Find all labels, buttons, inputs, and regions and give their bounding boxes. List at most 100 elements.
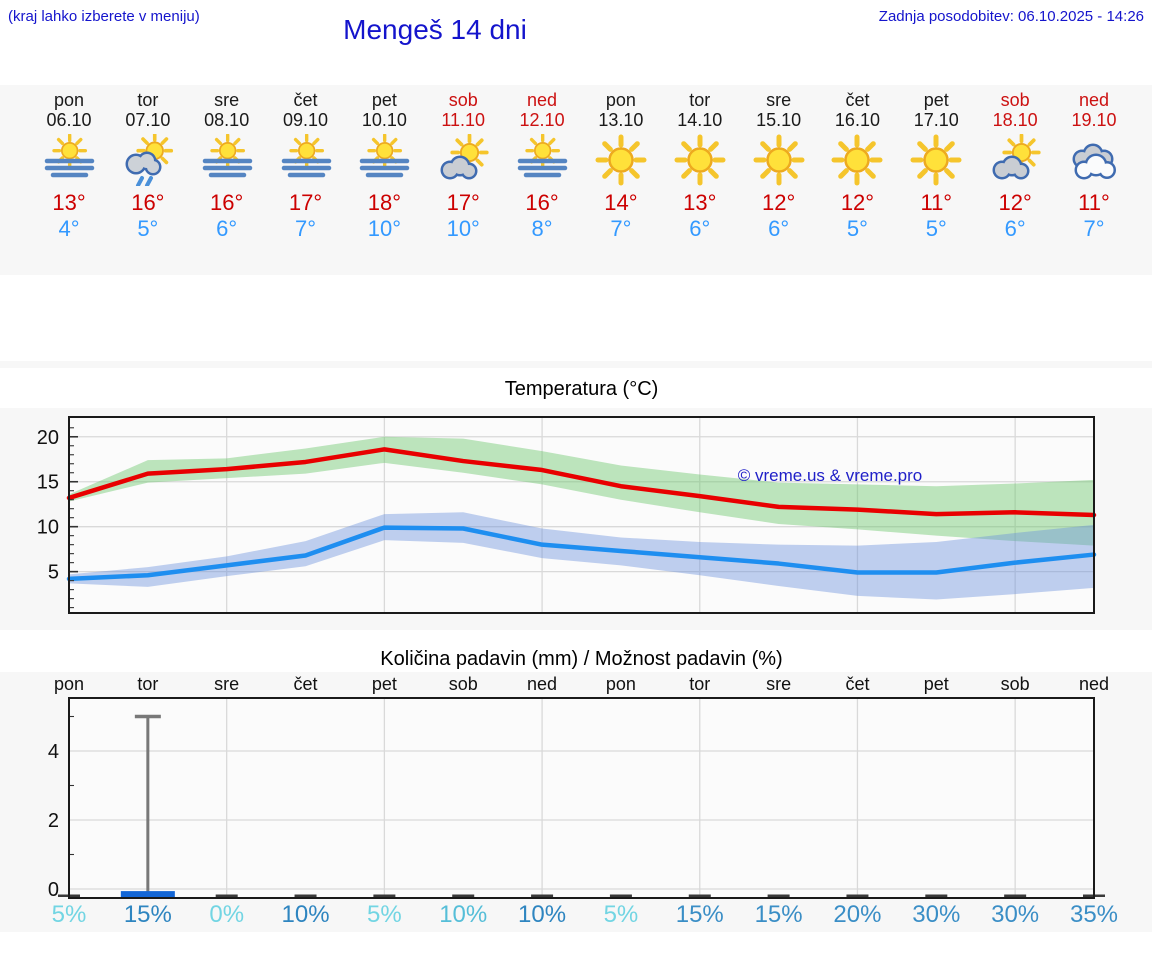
min-temp-label: 6°	[216, 216, 238, 241]
day-name-label: sre	[214, 90, 240, 110]
min-temp-label: 6°	[1004, 216, 1026, 241]
min-temp-label: 7°	[610, 216, 632, 241]
day-column: sre 08.10 16° 6°	[187, 90, 267, 242]
day-name-label: sob	[1000, 90, 1030, 110]
max-temp-label: 16°	[525, 190, 559, 215]
day-name-label: čet	[845, 90, 870, 110]
sun-fog-icon	[199, 134, 255, 186]
day-column: čet 09.10 17° 7°	[266, 90, 346, 242]
sun-rain-icon	[120, 134, 176, 186]
day-column: ned 19.10 11° 7°	[1054, 90, 1134, 242]
temperature-chart-panel	[0, 408, 1152, 630]
sun-cloud-icon	[435, 134, 491, 186]
min-temp-label: 6°	[768, 216, 790, 241]
day-name-label: ned	[1078, 90, 1110, 110]
precip-probability-label: 0%	[209, 901, 245, 928]
precip-day-label: pon	[605, 674, 636, 694]
day-date-label: 11.10	[441, 110, 486, 130]
sun-icon	[751, 134, 807, 186]
precip-probability-label: 15%	[754, 901, 803, 928]
last-update-text: Zadnja posodobitev: 06.10.2025 - 14:26	[878, 8, 1144, 25]
precip-day-label: ned	[1078, 674, 1110, 694]
min-temp-label: 10°	[446, 216, 480, 241]
menu-hint-text: (kraj lahko izberete v meniju)	[8, 8, 200, 25]
page-title: Mengeš 14 dni	[343, 14, 527, 45]
day-date-label: 12.10	[519, 110, 565, 130]
sun-fog-icon	[356, 134, 412, 186]
day-column: pon 06.10 13° 4°	[29, 90, 109, 242]
cloud-icon	[1072, 143, 1116, 180]
max-temp-label: 12°	[840, 190, 875, 215]
max-temp-label: 16°	[131, 190, 165, 215]
day-column: tor 14.10 13° 6°	[660, 90, 740, 242]
max-temp-label: 13°	[683, 190, 717, 215]
temperature-chart-title: Temperatura (°C)	[504, 378, 659, 400]
day-name-label: pon	[53, 90, 85, 110]
min-temp-label: 10°	[367, 216, 402, 241]
max-temp-label: 17°	[446, 190, 480, 215]
day-name-label: pet	[371, 90, 397, 110]
precipitation-chart-title: Količina padavin (mm) / Možnost padavin …	[380, 648, 783, 670]
day-column: sob 18.10 12° 6°	[975, 90, 1055, 242]
max-temp-label: 11°	[920, 190, 953, 215]
day-name-label: čet	[293, 90, 318, 110]
sun-icon	[908, 134, 964, 186]
precip-day-label: pet	[923, 674, 949, 694]
day-name-label: tor	[689, 90, 711, 110]
day-date-label: 14.10	[677, 110, 723, 130]
precip-day-label: pon	[53, 674, 85, 694]
min-temp-label: 5°	[925, 216, 947, 241]
min-temp-label: 5°	[846, 216, 868, 241]
day-name-label: pet	[923, 90, 949, 110]
day-date-label: 18.10	[992, 110, 1038, 130]
precip-day-label: tor	[137, 674, 159, 694]
min-temp-label: 7°	[295, 216, 317, 241]
precip-day-label: sob	[1000, 674, 1030, 694]
max-temp-label: 13°	[52, 190, 86, 215]
day-date-label: 10.10	[361, 110, 407, 130]
day-column: ned 12.10 16° 8°	[502, 90, 582, 242]
day-name-label: sre	[766, 90, 792, 110]
day-date-label: 16.10	[834, 110, 880, 130]
day-column: pet 10.10 18° 10°	[344, 90, 424, 242]
min-temp-label: 4°	[58, 216, 80, 241]
precip-day-label: sob	[448, 674, 478, 694]
day-date-label: 19.10	[1071, 110, 1117, 130]
sun-fog-icon	[41, 134, 97, 186]
precip-probability-label: 15%	[123, 901, 172, 928]
day-column: sre 15.10 12° 6°	[739, 90, 819, 242]
precip-probability-label: 35%	[1069, 901, 1119, 928]
precip-day-label: čet	[293, 674, 318, 694]
day-column: pet 17.10 11° 5°	[896, 90, 976, 242]
precip-probability-label: 15%	[675, 901, 724, 928]
precip-probability-label: 10%	[439, 901, 488, 928]
day-column: tor 07.10 16° 5°	[108, 90, 188, 242]
max-temp-label: 16°	[210, 190, 244, 215]
min-temp-label: 7°	[1083, 216, 1105, 241]
day-name-label: pon	[605, 90, 636, 110]
forecast-strip: pon 06.10 13° 4° tor 07.10 16° 5° sre 08.10 16° 6° č…	[0, 85, 1152, 275]
max-temp-label: 14°	[604, 190, 638, 215]
day-date-label: 06.10	[46, 110, 92, 130]
day-column: čet 16.10 12° 5°	[817, 90, 897, 242]
day-date-label: 08.10	[204, 110, 250, 130]
min-temp-label: 8°	[531, 216, 553, 241]
precipitation-chart-panel	[0, 672, 1152, 932]
day-column: pon 13.10 14° 7°	[581, 90, 661, 242]
max-temp-label: 12°	[761, 190, 796, 215]
min-temp-label: 5°	[137, 216, 159, 241]
precip-day-label: čet	[845, 674, 870, 694]
precip-probability-label: 5%	[51, 901, 87, 928]
day-date-label: 17.10	[913, 110, 959, 130]
day-name-label: tor	[137, 90, 159, 110]
max-temp-label: 17°	[288, 190, 323, 215]
precip-probability-label: 20%	[833, 901, 882, 928]
precip-probability-label: 5%	[367, 901, 402, 928]
sun-icon	[672, 134, 728, 186]
precip-probability-label: 10%	[518, 901, 567, 928]
precip-probability-label: 30%	[912, 901, 961, 928]
precip-day-label: ned	[527, 674, 558, 694]
max-temp-label: 12°	[998, 190, 1032, 215]
sun-cloud-icon	[987, 134, 1043, 186]
